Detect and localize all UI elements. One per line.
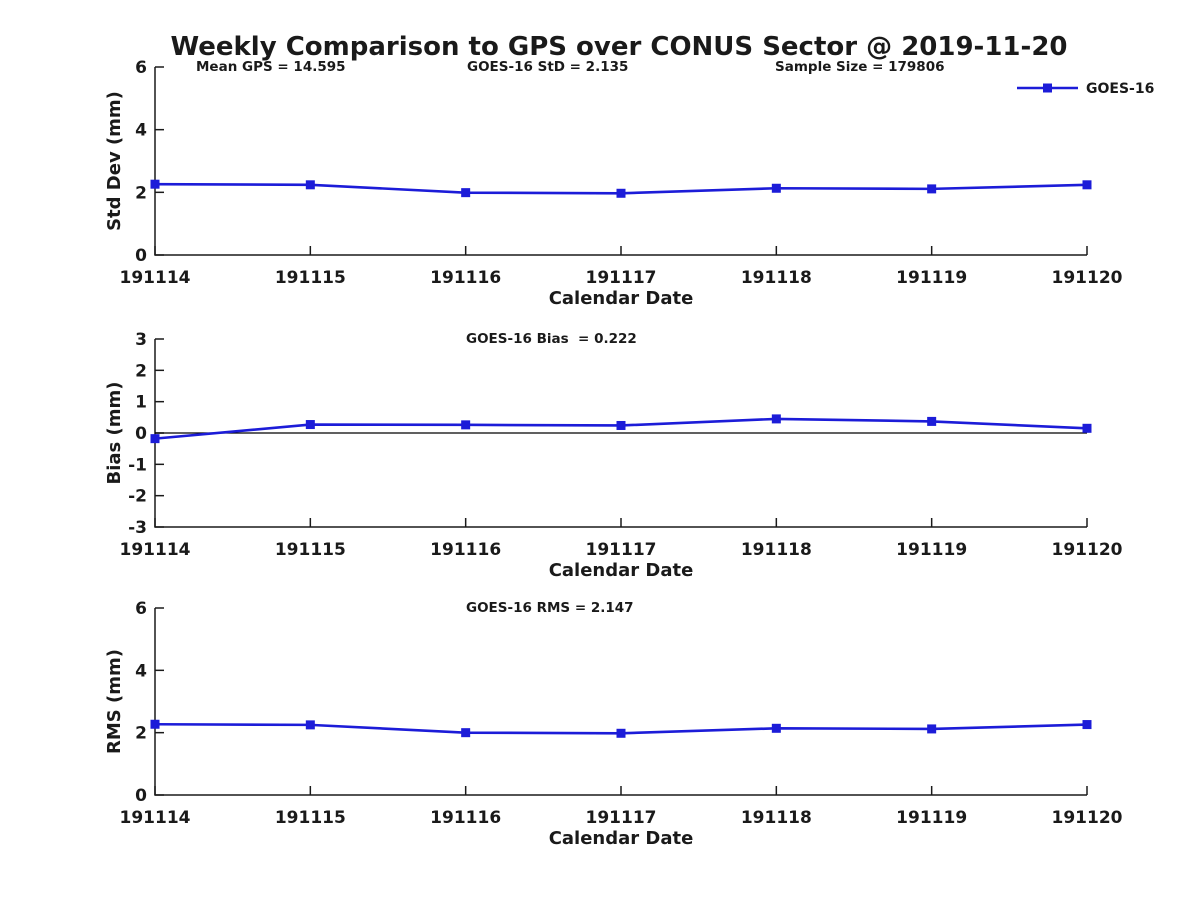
data-point-marker	[927, 184, 937, 194]
x-tick-label: 191120	[1052, 540, 1123, 560]
data-point-marker	[771, 723, 781, 733]
y-axis-label: Bias (mm)	[104, 382, 125, 485]
data-point-marker	[305, 420, 315, 430]
data-point-marker	[771, 183, 781, 193]
x-tick-label: 191119	[896, 540, 967, 560]
x-axis-label: Calendar Date	[549, 288, 694, 309]
axis-frame	[154, 67, 1087, 256]
annotation: GOES-16 StD = 2.135	[467, 59, 628, 75]
data-point-marker	[150, 434, 160, 444]
x-tick-label: 191116	[430, 540, 501, 560]
data-point-marker	[616, 728, 626, 738]
data-point-marker	[461, 420, 471, 430]
y-tick-label: 1	[135, 393, 147, 413]
data-point-marker	[1082, 720, 1092, 730]
x-tick-label: 191115	[275, 808, 346, 828]
y-tick-label: 2	[135, 361, 147, 381]
x-tick-label: 191118	[741, 540, 812, 560]
annotation: Sample Size = 179806	[775, 59, 944, 75]
annotation: GOES-16 RMS = 2.147	[466, 600, 634, 616]
data-point-marker	[616, 420, 626, 430]
y-tick-label: -3	[128, 518, 147, 538]
data-point-marker	[616, 188, 626, 198]
y-tick-label: 0	[135, 786, 147, 806]
y-tick-label: 2	[135, 183, 147, 203]
annotation: Mean GPS = 14.595	[196, 59, 346, 75]
y-tick-label: -1	[128, 455, 147, 475]
data-point-marker	[305, 180, 315, 190]
x-tick-label: 191114	[120, 540, 191, 560]
y-tick-label: 4	[135, 661, 147, 681]
figure-title: Weekly Comparison to GPS over CONUS Sect…	[170, 32, 1067, 62]
x-tick-label: 191114	[120, 808, 191, 828]
legend-label: GOES-16	[1086, 81, 1154, 97]
x-tick-label: 191120	[1052, 808, 1123, 828]
y-tick-label: 6	[135, 599, 147, 619]
legend-marker	[1043, 83, 1052, 93]
x-tick-label: 191115	[275, 540, 346, 560]
axis-frame	[154, 608, 1087, 796]
x-axis-label: Calendar Date	[549, 828, 694, 849]
data-point-marker	[927, 724, 937, 734]
data-point-marker	[461, 728, 471, 738]
y-tick-label: -2	[128, 487, 147, 507]
y-tick-label: 0	[135, 424, 147, 444]
x-tick-label: 191117	[586, 808, 657, 828]
data-point-marker	[1082, 180, 1092, 190]
data-point-marker	[1082, 423, 1092, 433]
x-axis-label: Calendar Date	[549, 560, 694, 581]
y-axis-label: RMS (mm)	[104, 649, 125, 754]
x-tick-label: 191116	[430, 268, 501, 288]
y-tick-label: 3	[135, 330, 147, 350]
y-axis-label: Std Dev (mm)	[104, 91, 125, 231]
x-tick-label: 191114	[120, 268, 191, 288]
x-tick-label: 191115	[275, 268, 346, 288]
y-tick-label: 4	[135, 121, 147, 141]
data-point-marker	[461, 188, 471, 198]
x-tick-label: 191118	[741, 268, 812, 288]
x-tick-label: 191119	[896, 808, 967, 828]
x-tick-label: 191116	[430, 808, 501, 828]
data-point-marker	[771, 414, 781, 424]
x-tick-label: 191120	[1052, 268, 1123, 288]
data-point-marker	[150, 719, 160, 729]
data-point-marker	[150, 179, 160, 189]
y-tick-label: 0	[135, 246, 147, 266]
x-tick-label: 191117	[586, 540, 657, 560]
x-tick-label: 191119	[896, 268, 967, 288]
y-tick-label: 2	[135, 724, 147, 744]
annotation: GOES-16 Bias = 0.222	[466, 331, 637, 347]
data-point-marker	[927, 416, 937, 426]
x-tick-label: 191118	[741, 808, 812, 828]
y-tick-label: 6	[135, 58, 147, 78]
x-tick-label: 191117	[586, 268, 657, 288]
data-point-marker	[305, 720, 315, 730]
